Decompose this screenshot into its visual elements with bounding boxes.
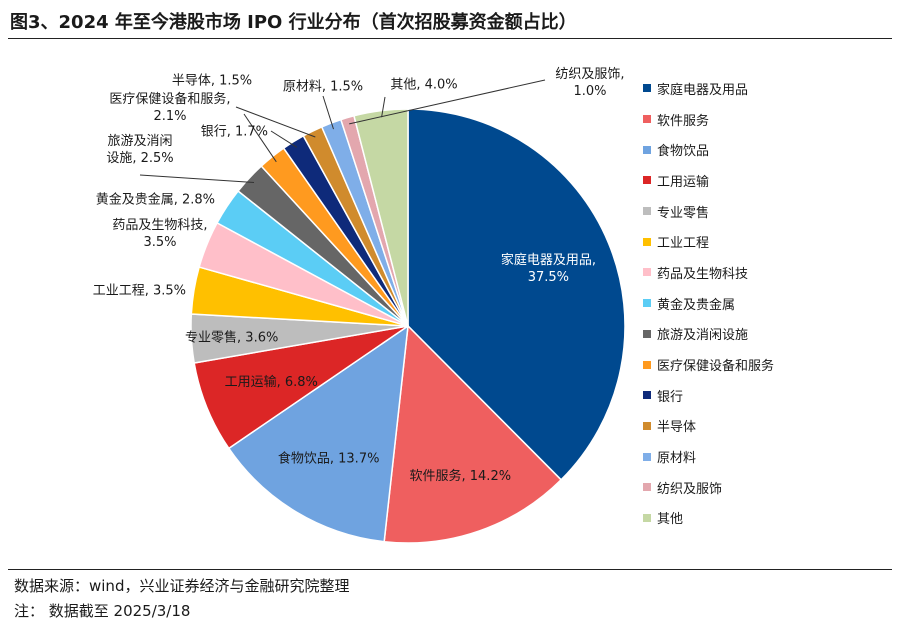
legend-item-7: 药品及生物科技 (643, 257, 774, 288)
legend-swatch (643, 237, 651, 246)
legend-item-14: 纺织及服饰 (643, 472, 774, 503)
leader-line-9 (139, 174, 255, 183)
legend-label: 工业工程 (657, 236, 710, 252)
legend-item-15: 其他 (643, 503, 774, 534)
leader-line-12 (235, 106, 316, 138)
legend-item-1: 家庭电器及用品 (643, 73, 774, 104)
legend-label: 专业零售 (657, 205, 710, 221)
data-label-5: 专业零售, 3.6% (185, 329, 278, 345)
data-label-14: 纺织及服饰, 1.0% (555, 67, 624, 99)
legend-swatch (643, 176, 651, 185)
date-note: 注： 数据截至 2025/3/18 (14, 602, 191, 620)
legend-swatch (643, 391, 651, 400)
legend-swatch (643, 145, 651, 154)
data-label-15: 其他, 4.0% (390, 78, 457, 93)
data-label-4: 工用运输, 6.8% (225, 374, 318, 390)
data-label-9: 旅游及消闲设施, 2.5% (106, 134, 173, 166)
leader-line-15 (381, 96, 386, 118)
legend-label: 黄金及贵金属 (657, 297, 736, 313)
data-label-7: 药品及生物科技, 3.5% (112, 218, 207, 250)
leader-line-11 (270, 130, 298, 148)
legend-label: 医疗保健设备和服务 (657, 359, 775, 375)
legend-swatch (643, 329, 651, 338)
legend-swatch (643, 84, 651, 93)
legend-swatch (643, 513, 651, 522)
legend-item-9: 旅游及消闲设施 (643, 319, 774, 350)
data-label-6: 工业工程, 3.5% (93, 284, 186, 299)
legend-swatch (643, 483, 651, 492)
data-label-12: 半导体, 1.5% (172, 74, 252, 89)
chart-legend: 家庭电器及用品 软件服务食物饮品工用运输专业零售工业工程药品及生物科技 黄金及贵金属… (643, 73, 774, 533)
legend-swatch (643, 115, 651, 124)
legend-item-13: 原材料 (643, 441, 774, 472)
data-label-11: 银行, 1.7% (201, 125, 268, 140)
pie-slices (190, 108, 626, 544)
legend-item-11: 银行 (643, 380, 774, 411)
legend-item-10: 医疗保健设备和服务 (643, 349, 774, 380)
legend-swatch (643, 299, 651, 308)
data-label-1: 家庭电器及用品, 37.5% (501, 252, 596, 285)
legend-item-6: 工业工程 (643, 226, 774, 257)
data-label-3: 食物饮品, 13.7% (278, 451, 380, 467)
legend-label: 纺织及服饰 (657, 481, 723, 497)
legend-item-8: 黄金及贵金属 (643, 288, 774, 319)
legend-swatch (643, 421, 651, 430)
legend-label: 其他 (657, 512, 684, 528)
legend-item-2: 软件服务 (643, 104, 774, 135)
chart-title: 图3、2024 年至今港股市场 IPO 行业分布（首次招股募资金额占比） (10, 12, 577, 33)
data-label-2: 软件服务, 14.2% (410, 468, 512, 484)
pie-labels: 家庭电器及用品, 37.5% 软件服务, 14.2% 食物饮品, 13.7% 工用运输,… (93, 67, 625, 484)
legend-label: 家庭电器及用品 (657, 82, 749, 98)
legend-item-4: 工用运输 (643, 165, 774, 196)
legend-item-12: 半导体 (643, 411, 774, 442)
legend-label: 半导体 (657, 420, 697, 436)
pie-slice-2 (383, 324, 563, 544)
title-divider (8, 38, 892, 39)
legend-label: 药品及生物科技 (657, 266, 749, 282)
data-label-10: 医疗保健设备和服务, 2.1% (109, 91, 230, 124)
legend-label: 原材料 (657, 451, 697, 467)
legend-swatch (643, 207, 651, 216)
legend-label: 旅游及消闲设施 (657, 328, 749, 344)
leader-line-10 (243, 113, 277, 163)
leader-line-13 (322, 95, 334, 130)
data-label-8: 黄金及贵金属, 2.8% (96, 192, 215, 208)
legend-label: 工用运输 (657, 174, 710, 190)
pie-chart: 家庭电器及用品, 37.5% 软件服务, 14.2% 食物饮品, 13.7% 工用运输,… (93, 67, 626, 544)
legend-swatch (643, 268, 651, 277)
source-note: 数据来源：wind，兴业证券经济与金融研究院整理 (14, 577, 350, 595)
legend-label: 银行 (657, 389, 684, 405)
legend-item-3: 食物饮品 (643, 134, 774, 165)
footer-divider (8, 569, 892, 570)
legend-swatch (643, 360, 651, 369)
data-label-13: 原材料, 1.5% (283, 80, 363, 95)
pie-slice-1 (407, 108, 626, 481)
legend-item-5: 专业零售 (643, 196, 774, 227)
pie-slice-3 (227, 324, 409, 543)
legend-label: 食物饮品 (657, 144, 710, 160)
pie-slice-15 (353, 108, 409, 327)
legend-label: 软件服务 (657, 113, 710, 129)
legend-swatch (643, 452, 651, 461)
